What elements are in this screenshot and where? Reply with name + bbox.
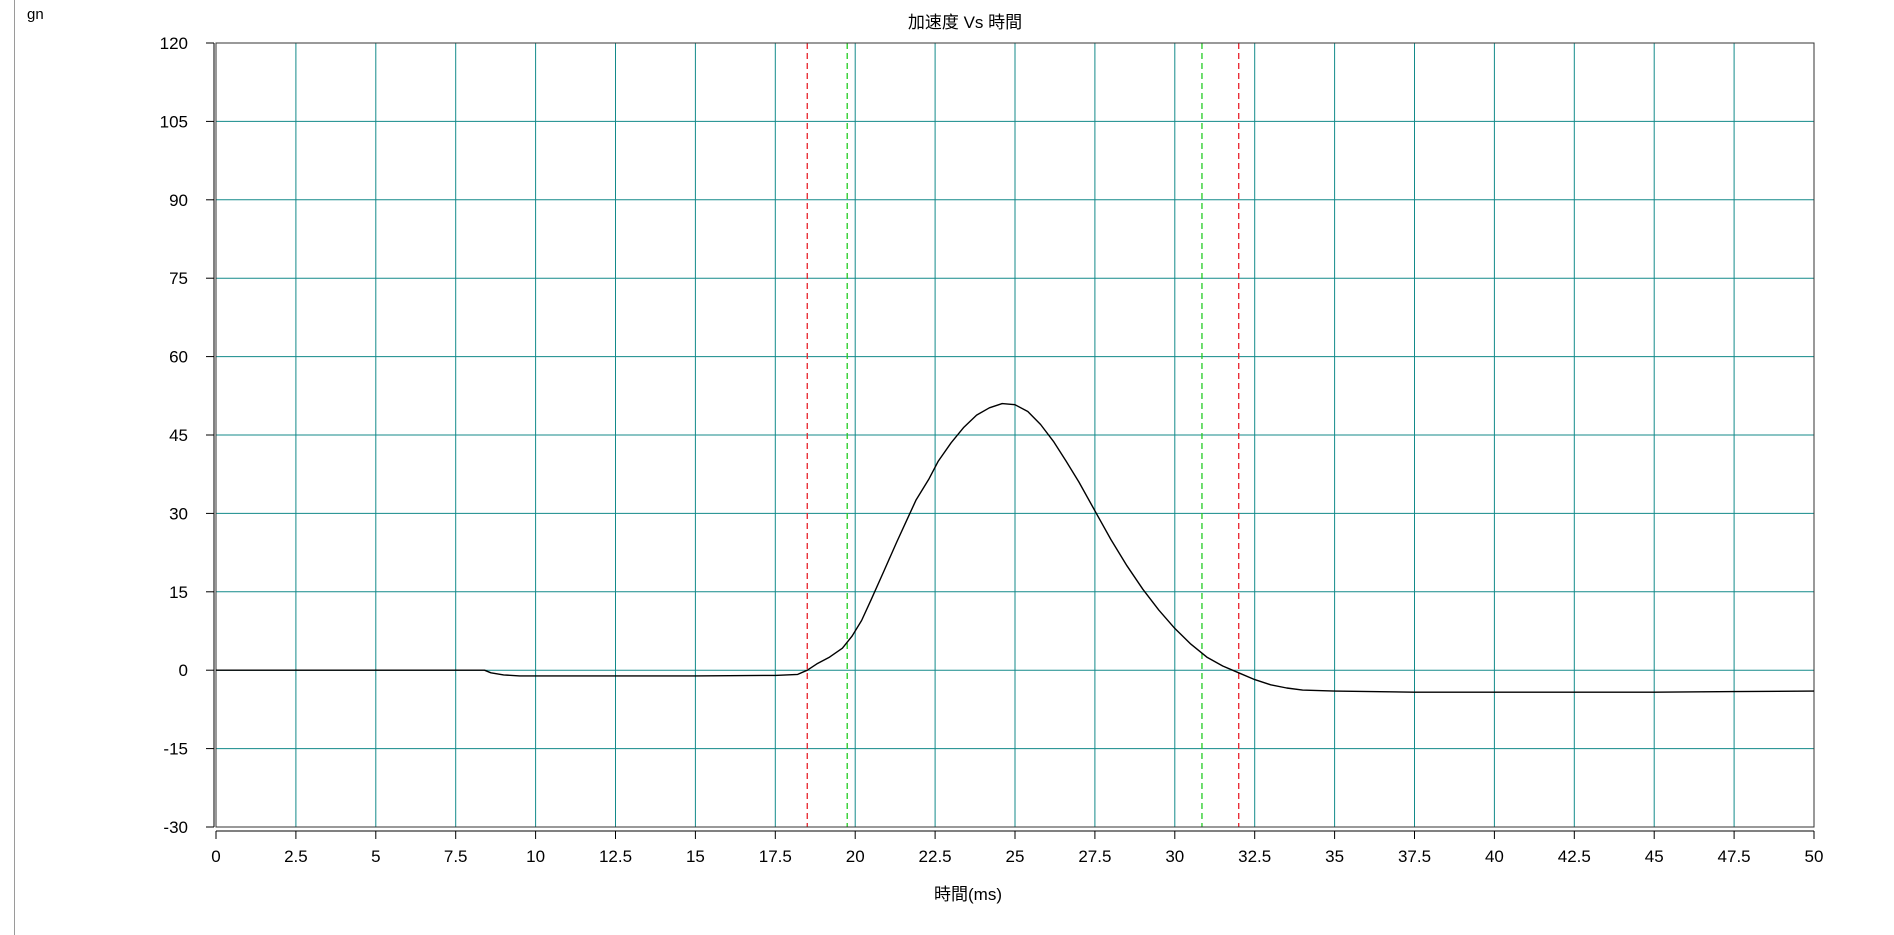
x-tick-label: 32.5 — [1238, 847, 1271, 866]
x-tick-label: 45 — [1645, 847, 1664, 866]
x-tick-label: 17.5 — [759, 847, 792, 866]
left-border-rule — [14, 0, 15, 935]
x-tick-label: 40 — [1485, 847, 1504, 866]
data-series — [216, 402, 1815, 693]
x-tick-label: 25 — [1006, 847, 1025, 866]
y-axis-unit-label: gn — [27, 6, 44, 23]
x-tick-label: 35 — [1325, 847, 1344, 866]
y-tick-label: 60 — [169, 348, 188, 367]
x-tick-label: 27.5 — [1078, 847, 1111, 866]
y-tick-label: 120 — [160, 34, 188, 53]
x-tick-label: 30 — [1165, 847, 1184, 866]
y-tick-label: -15 — [163, 740, 188, 759]
x-tick-label: 22.5 — [919, 847, 952, 866]
acceleration-series-line — [216, 402, 1815, 693]
y-tick-label: 45 — [169, 426, 188, 445]
y-tick-label: 75 — [169, 269, 188, 288]
y-tick-label: 30 — [169, 504, 188, 523]
y-tick-label: -30 — [163, 818, 188, 837]
x-tick-label: 12.5 — [599, 847, 632, 866]
plot-frame — [215, 42, 1815, 828]
grid-lines — [215, 42, 1815, 828]
x-tick-label: 20 — [846, 847, 865, 866]
y-tick-label: 0 — [179, 661, 188, 680]
chart-title: 加速度 Vs 時間 — [908, 13, 1022, 32]
y-tick-label: 90 — [169, 191, 188, 210]
x-tick-label: 10 — [526, 847, 545, 866]
x-tick-label: 2.5 — [284, 847, 308, 866]
y-tick-label: 105 — [160, 112, 188, 131]
tick-labels: 0 2.5 5 7.5 10 12.5 15 17.5 20 22.5 25 27.5 30 32.5 35… — [160, 34, 1824, 866]
y-tick-label: 15 — [169, 583, 188, 602]
x-tick-label: 42.5 — [1558, 847, 1591, 866]
marker-lines — [806, 43, 1240, 827]
x-tick-label: 5 — [371, 847, 380, 866]
axes — [206, 42, 1815, 839]
x-tick-label: 15 — [686, 847, 705, 866]
x-tick-label: 37.5 — [1398, 847, 1431, 866]
x-tick-label: 7.5 — [444, 847, 468, 866]
x-tick-label: 0 — [211, 847, 220, 866]
x-tick-label: 50 — [1805, 847, 1824, 866]
x-tick-label: 47.5 — [1718, 847, 1751, 866]
x-axis-title: 時間(ms) — [934, 885, 1002, 904]
